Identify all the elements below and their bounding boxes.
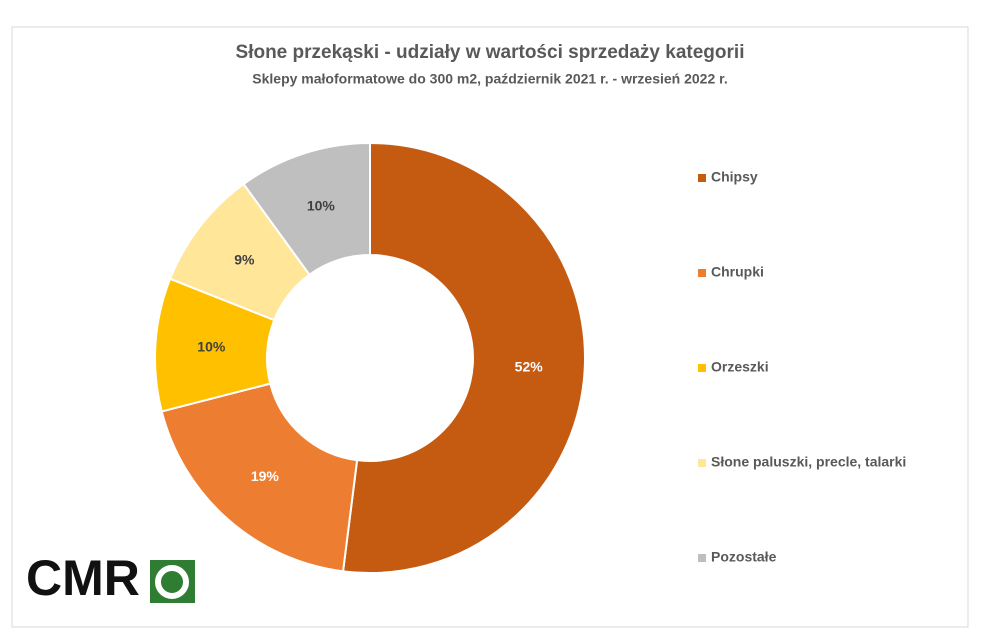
data-label: 10%	[197, 339, 226, 355]
donut-slice	[341, 141, 586, 574]
donut-slice	[242, 141, 371, 277]
legend-swatch	[698, 459, 706, 467]
legend-label: Chrupki	[711, 264, 764, 280]
legend-swatch	[698, 554, 706, 562]
chart-subtitle: Sklepy małoformatowe do 300 m2, paździer…	[252, 71, 727, 87]
data-label: 9%	[234, 251, 255, 267]
legend-swatch	[698, 364, 706, 372]
legend-swatch	[698, 269, 706, 277]
data-label: 10%	[307, 197, 336, 213]
legend-label: Chipsy	[711, 169, 758, 185]
legend-swatch	[698, 174, 706, 182]
chart-title: Słone przekąski - udziały w wartości spr…	[236, 42, 745, 63]
donut-slice	[160, 382, 359, 573]
legend-label: Pozostałe	[711, 549, 777, 565]
logo-text: CMR	[26, 550, 140, 606]
legend-label: Orzeszki	[711, 359, 769, 375]
logo-icon-ring	[155, 565, 189, 599]
legend-label: Słone paluszki, precle, talarki	[711, 454, 906, 470]
logo: CMR	[26, 550, 195, 606]
data-label: 52%	[515, 359, 544, 375]
data-label: 19%	[251, 468, 280, 484]
